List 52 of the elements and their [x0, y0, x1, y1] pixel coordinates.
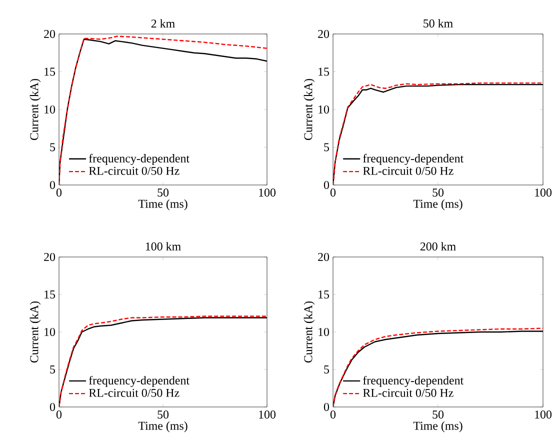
- y-tick-label: 5: [324, 366, 330, 374]
- y-tick-label: 10: [44, 105, 56, 114]
- x-axis-title: Time (ms): [138, 421, 188, 432]
- y-axis-title: Current (kA): [304, 78, 315, 140]
- x-tick-label: 50: [158, 188, 169, 197]
- x-tick-label: 100: [259, 410, 276, 419]
- x-tick-label: 100: [535, 188, 552, 197]
- x-tick-label: 100: [259, 188, 276, 197]
- chart-title: 200 km: [420, 242, 456, 250]
- y-tick-label: 15: [318, 68, 330, 76]
- x-axis-title: Time (ms): [138, 199, 188, 210]
- chart-title: 100 km: [146, 242, 181, 250]
- legend-label: frequency-dependent: [363, 154, 464, 165]
- chart-title: 2 km: [151, 19, 175, 28]
- y-tick-label: 0: [324, 402, 330, 412]
- y-tick-label: 0: [50, 180, 56, 190]
- x-axis-title: Time (ms): [413, 199, 462, 210]
- y-axis-title: Current (kA): [304, 301, 315, 363]
- x-tick-label: 0: [56, 188, 62, 197]
- legend-label: RL-circuit 0/50 Hz: [363, 388, 454, 397]
- legend-label: RL-circuit 0/50 Hz: [88, 166, 180, 175]
- x-tick-label: 50: [432, 410, 444, 419]
- y-tick-label: 20: [44, 252, 56, 262]
- y-tick-label: 10: [44, 328, 56, 336]
- y-tick-label: 0: [324, 180, 330, 190]
- y-axis-title: Current (kA): [30, 301, 41, 363]
- x-tick-label: 50: [432, 188, 444, 197]
- y-tick-label: 10: [318, 328, 330, 336]
- y-tick-label: 20: [318, 30, 330, 38]
- legend-label: RL-circuit 0/50 Hz: [363, 166, 454, 175]
- chart-title: 50 km: [424, 19, 453, 28]
- x-tick-label: 100: [535, 410, 552, 419]
- legend-label: RL-circuit 0/50 Hz: [88, 388, 180, 397]
- x-tick-label: 50: [158, 410, 169, 419]
- y-tick-label: 15: [44, 68, 56, 76]
- y-tick-label: 20: [318, 252, 330, 262]
- y-tick-label: 20: [44, 30, 56, 38]
- x-tick-label: 0: [330, 410, 336, 419]
- y-tick-label: 15: [44, 290, 56, 298]
- x-tick-label: 0: [56, 410, 62, 419]
- y-tick-label: 5: [50, 366, 56, 374]
- legend-label: frequency-dependent: [363, 376, 464, 387]
- legend-label: frequency-dependent: [89, 154, 190, 165]
- y-tick-label: 10: [318, 105, 330, 114]
- x-tick-label: 0: [330, 188, 336, 197]
- legend-label: frequency-dependent: [89, 376, 190, 387]
- y-axis-title: Current (kA): [30, 78, 41, 140]
- y-tick-label: 5: [50, 143, 56, 152]
- y-tick-label: 0: [50, 402, 56, 412]
- y-tick-label: 15: [318, 290, 330, 298]
- x-axis-title: Time (ms): [413, 421, 462, 432]
- y-tick-label: 5: [324, 143, 330, 152]
